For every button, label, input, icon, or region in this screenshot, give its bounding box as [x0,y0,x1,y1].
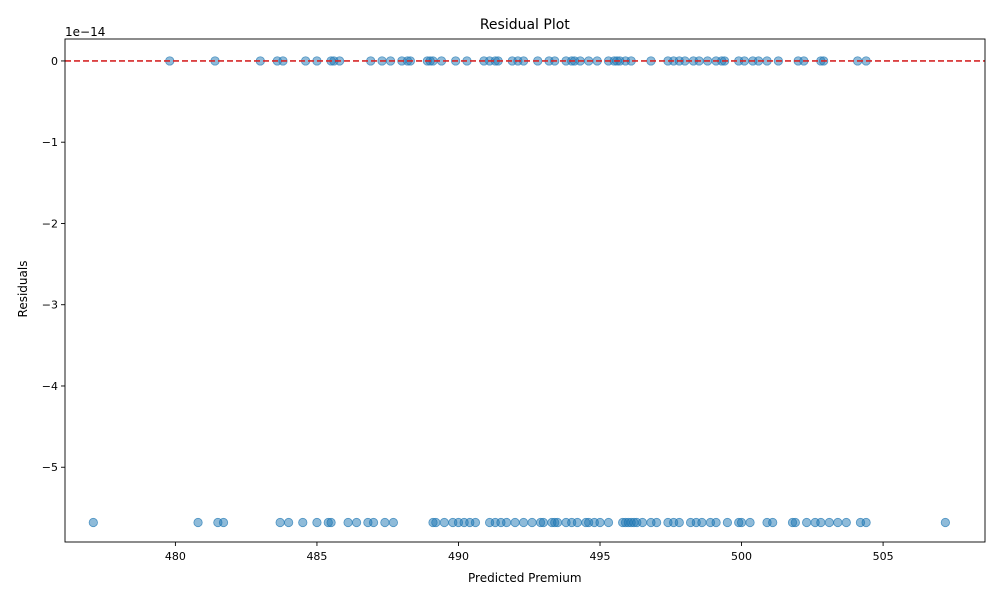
x-axis-label: Predicted Premium [468,571,582,585]
scatter-point [218,517,229,528]
x-tick-label: 485 [306,550,327,563]
y-tick-label: −1 [42,136,58,149]
y-tick-label: −2 [42,217,58,230]
scatter-point [861,517,871,528]
scatter-point [439,517,449,528]
scatter-point [326,517,336,528]
scatter-point [722,517,733,528]
chart-title: Residual Plot [480,17,570,33]
scatter-point [284,517,294,528]
scatter-point [572,517,582,528]
scatter-point [745,517,755,528]
scatter-point [312,517,322,528]
x-tick-label: 505 [873,550,894,563]
scatter-point [510,517,520,528]
scatter-point [603,517,614,528]
x-tick-label: 490 [448,550,469,563]
scatter-point [193,517,203,528]
scatter-point [275,517,285,528]
scatter-point [768,517,778,528]
axes-layer: 480 485 490 495 500 505 0 −1 −2 −3 −4 −5 [42,38,986,563]
marks-layer [65,56,985,528]
scatter-point [940,517,950,528]
x-tick-label: 495 [590,550,611,563]
scatter-point [380,517,390,528]
scatter-point [518,517,529,528]
scatter-point [351,517,362,528]
y-offset-label: 1e−14 [65,25,105,39]
y-axis-label: Residuals [16,261,30,318]
scatter-point [527,517,537,528]
scatter-point [841,517,851,528]
scatter-point [538,517,549,528]
scatter-point [343,517,353,528]
scatter-point [736,517,747,528]
scatter-point [637,517,648,528]
scatter-point [501,517,512,528]
x-tick-label: 480 [165,550,186,563]
scatter-point [802,517,812,528]
scatter-point [368,517,379,528]
scatter-point [816,517,826,528]
scatter-point [697,517,707,528]
y-tick-label: −4 [42,380,58,393]
scatter-point [652,517,662,528]
y-tick-label: 0 [51,55,58,68]
scatter-point [790,517,800,528]
scatter-point [595,517,605,528]
scatter-point [88,517,98,528]
axes-frame [64,38,986,543]
scatter-point [674,517,684,528]
scatter-point [824,517,834,528]
x-tick-label: 500 [731,550,752,563]
scatter-point [552,517,563,528]
scatter-point [470,517,481,528]
scatter-point [388,517,398,528]
scatter-point [711,517,721,528]
scatter-point [298,517,308,528]
y-tick-label: −3 [42,299,58,312]
y-tick-label: −5 [42,461,58,474]
scatter-point [431,517,441,528]
scatter-point [833,517,843,528]
